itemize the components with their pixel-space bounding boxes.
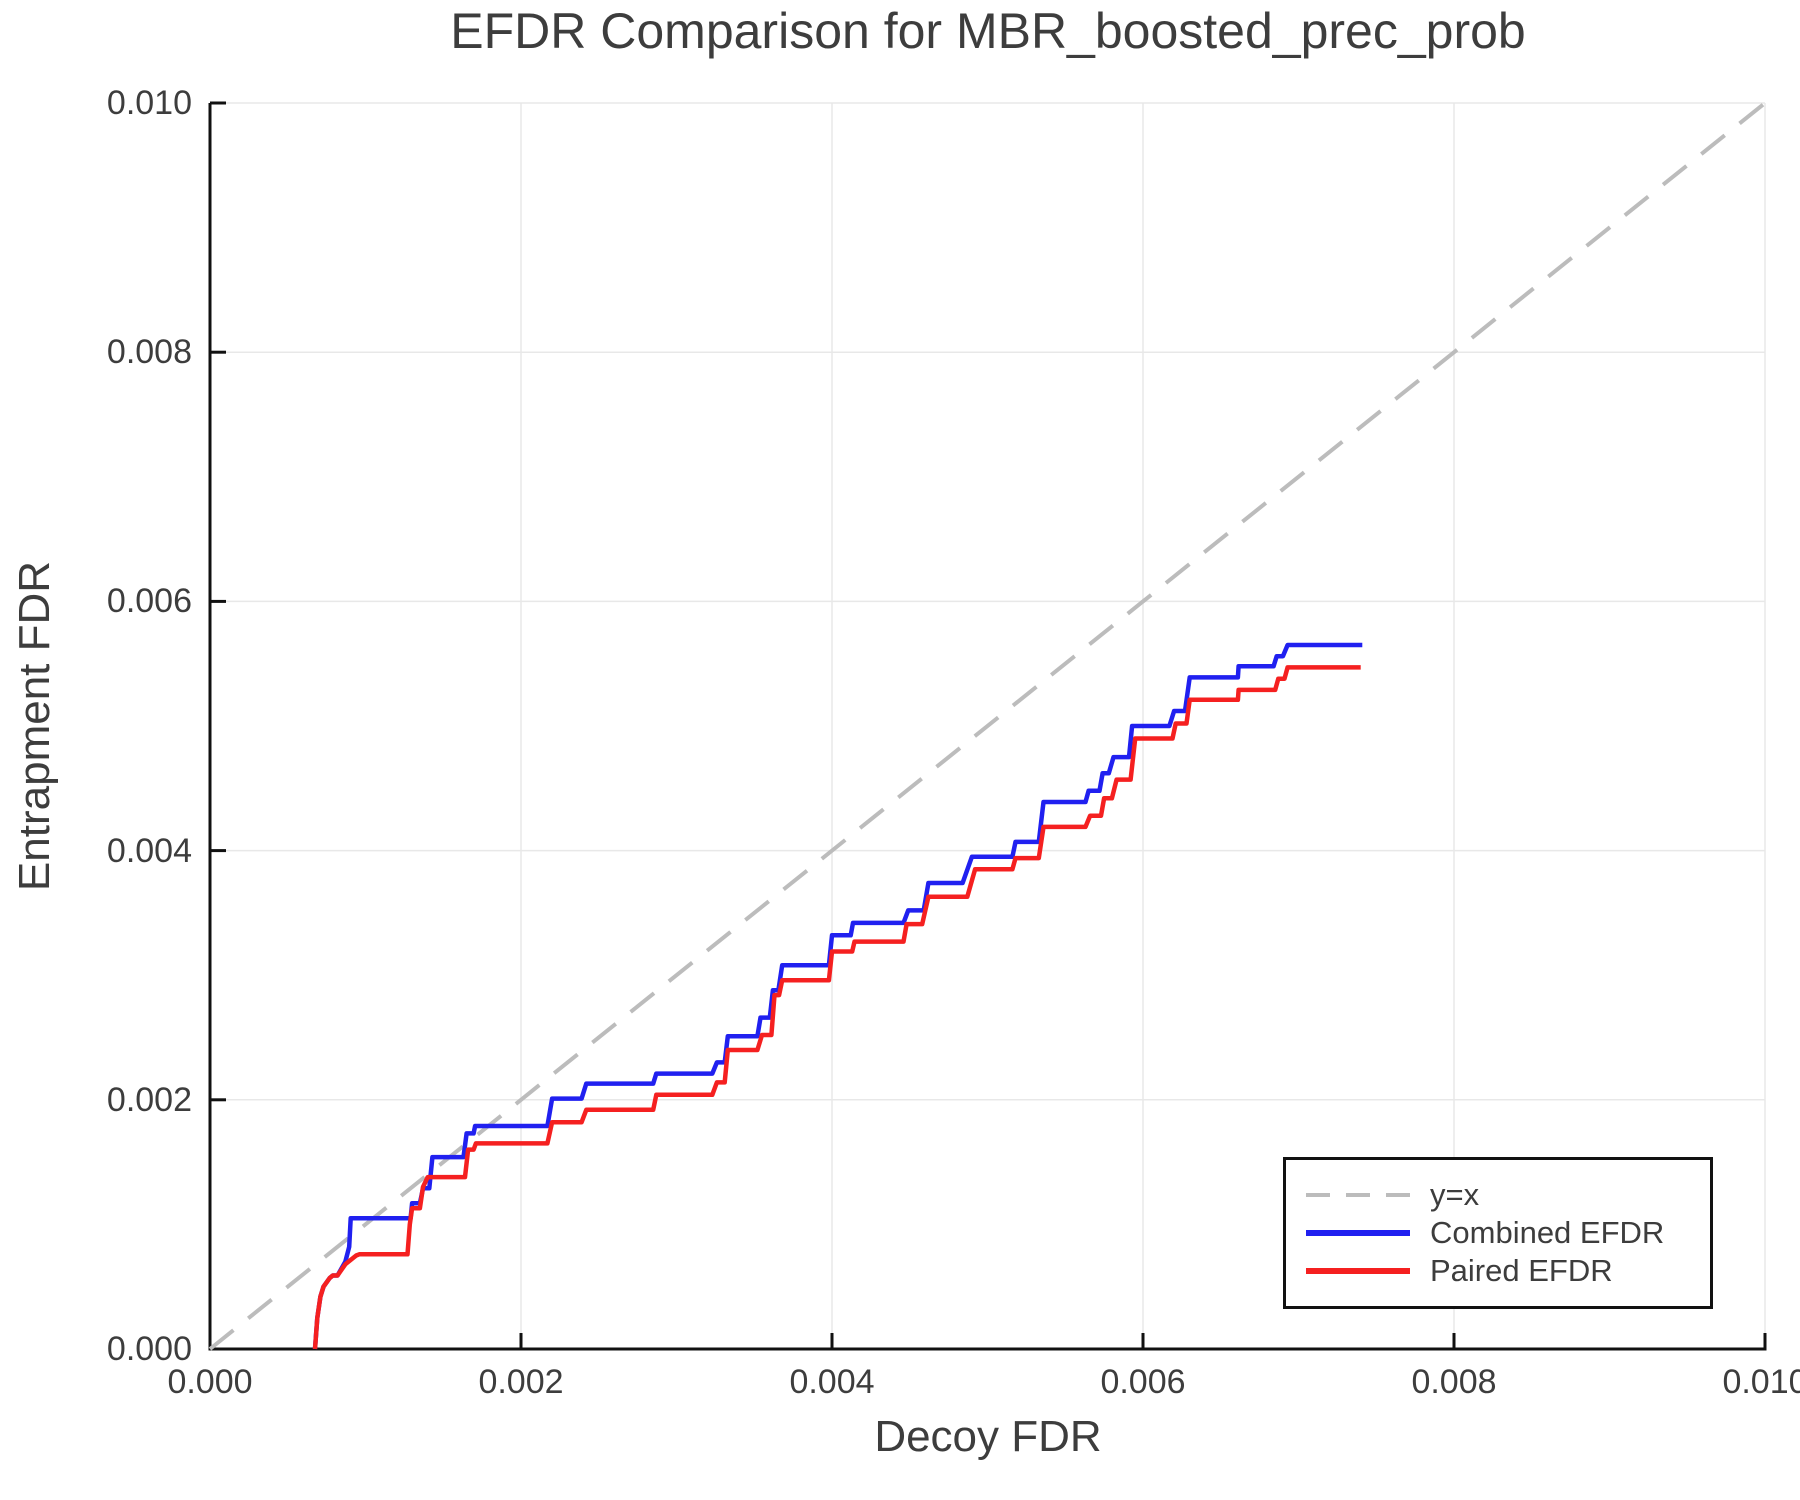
legend-item-yx: y=x — [1302, 1176, 1710, 1214]
yx-dashed-line-sample — [1306, 1193, 1410, 1197]
y-tick-label-0.000: 0.000 — [106, 1330, 192, 1368]
legend-label-combined: Combined EFDR — [1430, 1215, 1665, 1250]
chart-title: EFDR Comparison for MBR_boosted_prec_pro… — [450, 3, 1526, 59]
x-tick-label-0.002: 0.002 — [478, 1363, 564, 1401]
legend-label-yx: y=x — [1430, 1177, 1480, 1212]
x-tick-label-0.004: 0.004 — [789, 1363, 875, 1401]
legend-box: y=x Combined EFDR Paired EFDR — [1283, 1157, 1713, 1309]
y-tick-label-0.010: 0.010 — [106, 84, 192, 122]
y-tick-label-0.004: 0.004 — [106, 831, 192, 870]
series-line-combined-efdr — [312, 642, 1363, 1350]
y-tick-label-0.002: 0.002 — [106, 1080, 192, 1119]
axes-spines — [208, 103, 1767, 1351]
y-tick-label-0.008: 0.008 — [106, 333, 192, 372]
x-tick-label-0.010: 0.010 — [1722, 1363, 1800, 1401]
series-line-y-x — [208, 101, 1767, 1351]
x-tick-label-0.008: 0.008 — [1411, 1363, 1497, 1401]
paired-line-sample — [1306, 1268, 1410, 1274]
legend-label-paired: Paired EFDR — [1430, 1253, 1613, 1288]
legend-item-paired: Paired EFDR — [1302, 1252, 1710, 1290]
x-tick-label-0.000: 0.000 — [167, 1363, 253, 1401]
combined-line-sample — [1306, 1230, 1410, 1236]
y-tick-label-0.006: 0.006 — [106, 582, 192, 621]
legend-item-combined: Combined EFDR — [1302, 1214, 1710, 1252]
data-series-lines — [208, 101, 1767, 1351]
x-tick-label-0.006: 0.006 — [1100, 1363, 1186, 1401]
gridlines — [210, 102, 1766, 1349]
x-axis-label: Decoy FDR — [874, 1412, 1102, 1461]
series-line-paired-efdr — [312, 665, 1361, 1350]
y-axis-label: Entrapment FDR — [10, 560, 59, 892]
